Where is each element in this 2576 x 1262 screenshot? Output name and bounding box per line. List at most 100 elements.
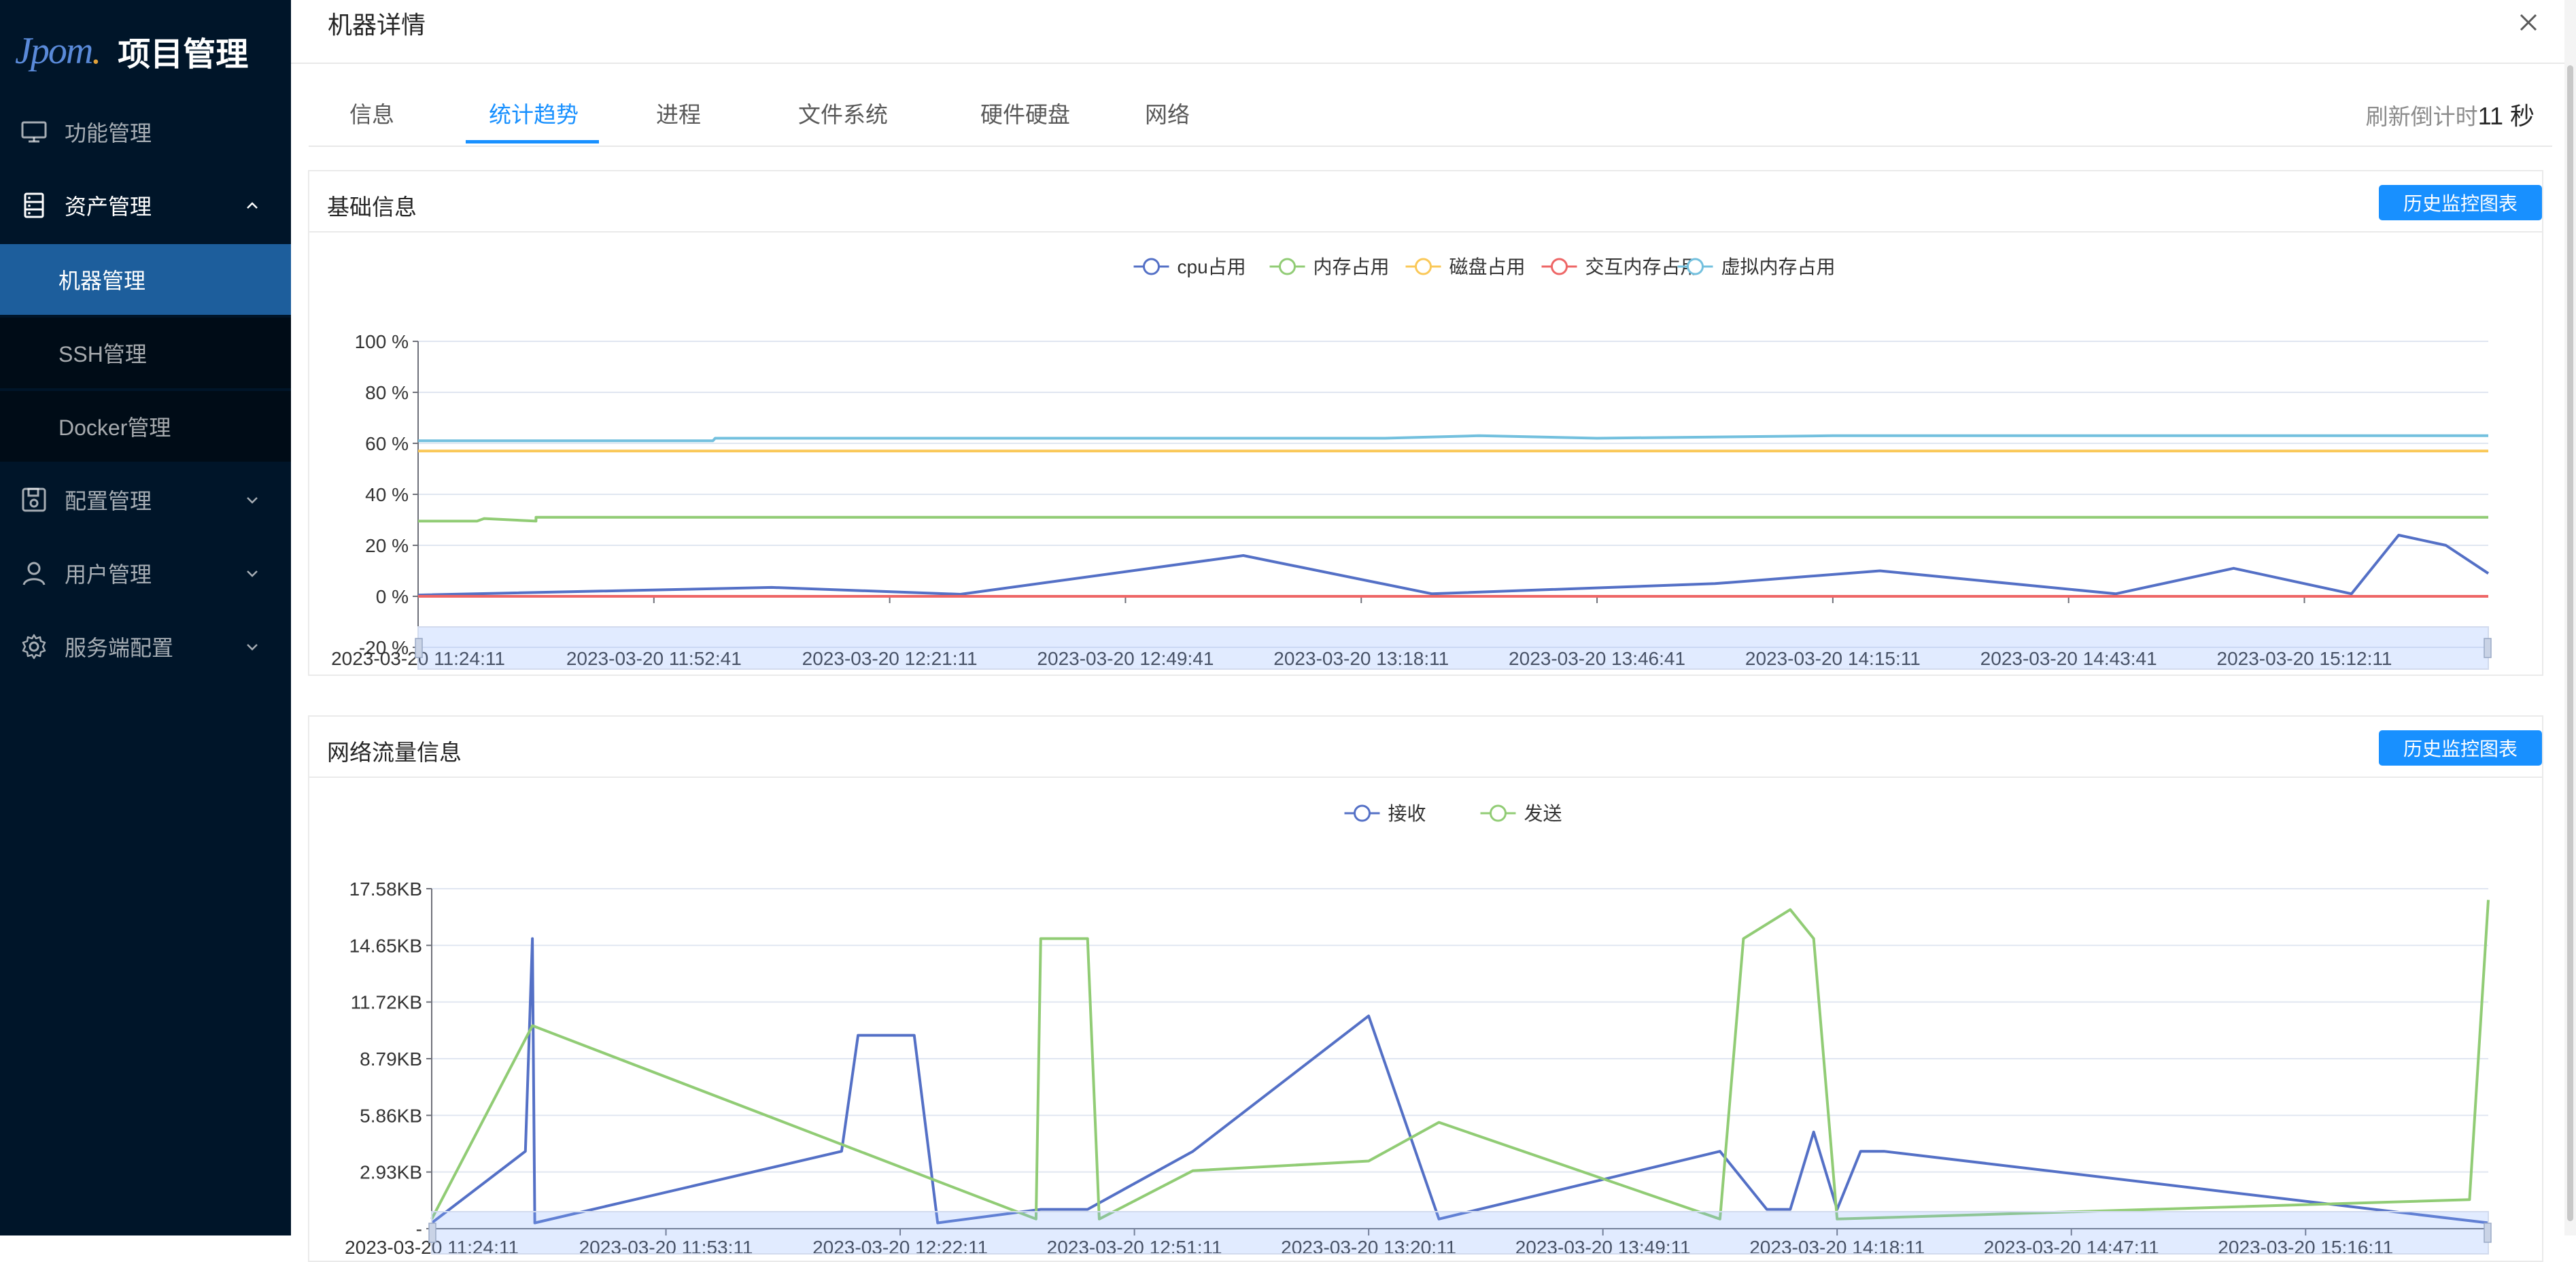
legend-label: 发送 <box>1524 803 1562 824</box>
y-tick-label: 60 % <box>365 433 409 454</box>
refresh-countdown: 刷新倒计时11 秒 <box>2366 97 2535 132</box>
y-tick-label: -20 % <box>359 637 409 658</box>
network-traffic-chart: 接收 发送 17.58KB 14.65KB 11.72KB 8.79KB 5.86KB 2.9… <box>345 803 2492 1258</box>
x-tick-label: 2023-03-20 13:46:41 <box>1509 648 1685 669</box>
legend-item: 内存占用 <box>1269 256 1390 277</box>
legend-marker <box>1687 258 1704 275</box>
series-line <box>430 937 2489 1225</box>
history-button-label: 历史监控图表 <box>2403 193 2518 214</box>
countdown-label: 刷新倒计时 <box>2365 104 2478 129</box>
tab-network[interactable]: 网络 <box>1145 102 1190 127</box>
close-icon[interactable] <box>2514 8 2543 37</box>
zoom-handle-left <box>428 1223 436 1243</box>
sidebar: Jpom. 项目管理 功能管理 资产管理 机器管理 SSH管理 Docker管理… <box>0 0 291 1235</box>
legend-label: 虚拟内存占用 <box>1721 256 1836 277</box>
menu-label: 资产管理 <box>65 194 152 219</box>
gear-icon <box>20 633 48 660</box>
y-tick-label: 2.93KB <box>360 1162 422 1183</box>
card-title: 基础信息 <box>327 194 417 220</box>
chevron-up-icon <box>241 194 264 217</box>
database-icon <box>20 192 48 219</box>
submenu-item-ssh[interactable]: SSH管理 <box>0 318 291 388</box>
menu-label: 服务端配置 <box>65 636 174 660</box>
y-tick-label: 80 % <box>365 382 409 403</box>
card-header: 基础信息 历史监控图表 <box>309 171 2542 262</box>
y-tick-label: 0 % <box>376 586 409 607</box>
legend-marker <box>1354 804 1371 822</box>
tab-hardware-disk[interactable]: 硬件硬盘 <box>980 102 1070 127</box>
tab-bar: 信息 统计趋势 进程 文件系统 硬件硬盘 网络 刷新倒计时11 秒 <box>309 87 2552 147</box>
jpom-logo: Jpom. <box>15 30 101 72</box>
legend-marker <box>1551 258 1568 275</box>
machine-detail-dialog: 机器详情 信息 统计趋势 进程 文件系统 硬件硬盘 网络 刷新倒计时11 秒 基… <box>291 0 2576 1262</box>
tab-process[interactable]: 进程 <box>656 102 701 127</box>
legend-item: 交互内存占用 <box>1541 256 1700 277</box>
legend-marker <box>1143 258 1160 275</box>
save-icon <box>20 486 48 513</box>
menu-item-assets[interactable]: 资产管理 <box>0 170 291 241</box>
y-tick-label: 20 % <box>365 535 409 556</box>
y-tick-label: 11.72KB <box>351 992 422 1013</box>
x-tick-label: 2023-03-20 15:12:11 <box>2217 648 2392 669</box>
y-tick-label: 100 % <box>355 331 409 352</box>
card-header: 网络流量信息 历史监控图表 <box>309 717 2542 807</box>
menu-item-user[interactable]: 用户管理 <box>0 538 291 609</box>
dialog-header: 机器详情 <box>291 0 2576 64</box>
basic-info-card: 基础信息 历史监控图表 cpu占用 内存占用 磁盘占用 交互内存占用 虚拟内存占用 100… <box>308 170 2543 676</box>
brand: Jpom. 项目管理 <box>0 0 291 102</box>
zoom-handle-right <box>2484 638 2492 658</box>
legend-label: 接收 <box>1388 803 1426 824</box>
basic-info-chart: cpu占用 内存占用 磁盘占用 交互内存占用 虚拟内存占用 100 % 80 % 60 % 40… <box>331 256 2492 670</box>
zoom-handle-left <box>415 638 423 658</box>
x-tick-label: 2023-03-20 12:49:41 <box>1037 648 1214 669</box>
area-chart-icon <box>2380 792 2394 807</box>
app-title: 项目管理 <box>118 37 249 73</box>
legend-item: 磁盘占用 <box>1405 256 1526 277</box>
legend-marker <box>1279 258 1296 275</box>
y-tick-label: 40 % <box>365 484 409 505</box>
menu-item-function[interactable]: 功能管理 <box>0 97 291 167</box>
menu-item-server-config[interactable]: 服务端配置 <box>0 611 291 682</box>
legend-label: 内存占用 <box>1313 256 1390 277</box>
network-traffic-card: 网络流量信息 历史监控图表 接收 发送 17.58KB 14.65KB 11.72KB 8… <box>308 715 2543 1262</box>
menu-label: 功能管理 <box>65 121 152 146</box>
x-tick-label: 2023-03-20 11:52:41 <box>566 648 742 669</box>
zoom-slider-track <box>417 626 2489 670</box>
zoom-slider-track <box>431 1211 2489 1255</box>
user-icon <box>20 560 48 587</box>
submenu-item-docker[interactable]: Docker管理 <box>0 391 291 462</box>
countdown-value: 11 秒 <box>2477 102 2535 130</box>
submenu-item-machine[interactable]: 机器管理 <box>0 244 291 315</box>
tab-info[interactable]: 信息 <box>349 102 394 127</box>
legend-item: cpu占用 <box>1133 256 1246 277</box>
menu-item-config[interactable]: 配置管理 <box>0 464 291 535</box>
legend-marker <box>1490 804 1507 822</box>
chevron-down-icon <box>241 635 264 658</box>
history-chart-button[interactable]: 历史监控图表 <box>2379 185 2542 262</box>
series-line <box>418 515 2488 523</box>
card-title: 网络流量信息 <box>327 740 462 765</box>
tab-trend[interactable]: 统计趋势 <box>489 102 579 127</box>
area-chart-icon <box>2380 247 2394 262</box>
zoom-handle-right <box>2484 1223 2492 1243</box>
menu-label: 配置管理 <box>65 489 152 513</box>
submenu-label: Docker管理 <box>58 415 171 440</box>
tab-filesystem[interactable]: 文件系统 <box>798 102 888 127</box>
x-tick-label: 2023-03-20 14:43:41 <box>1980 648 2157 669</box>
x-tick-label: 2023-03-20 14:15:11 <box>1745 648 1921 669</box>
y-tick-label: 17.58KB <box>349 879 422 900</box>
x-tick-label: 2023-03-20 13:18:11 <box>1273 648 1449 669</box>
submenu-label: 机器管理 <box>58 269 146 293</box>
y-tick-label: 5.86KB <box>360 1105 422 1126</box>
legend-item: 虚拟内存占用 <box>1677 256 1836 277</box>
scrollbar-thumb[interactable] <box>2567 65 2573 1221</box>
series-line <box>418 434 2488 443</box>
legend-label: 磁盘占用 <box>1449 256 1526 277</box>
history-chart-button[interactable]: 历史监控图表 <box>2379 730 2542 807</box>
chevron-down-icon <box>241 488 264 511</box>
y-tick-label: - <box>416 1218 422 1240</box>
legend-marker <box>1415 258 1432 275</box>
dialog-title: 机器详情 <box>328 11 426 39</box>
legend-label: cpu占用 <box>1178 256 1246 277</box>
history-button-label: 历史监控图表 <box>2403 738 2518 760</box>
